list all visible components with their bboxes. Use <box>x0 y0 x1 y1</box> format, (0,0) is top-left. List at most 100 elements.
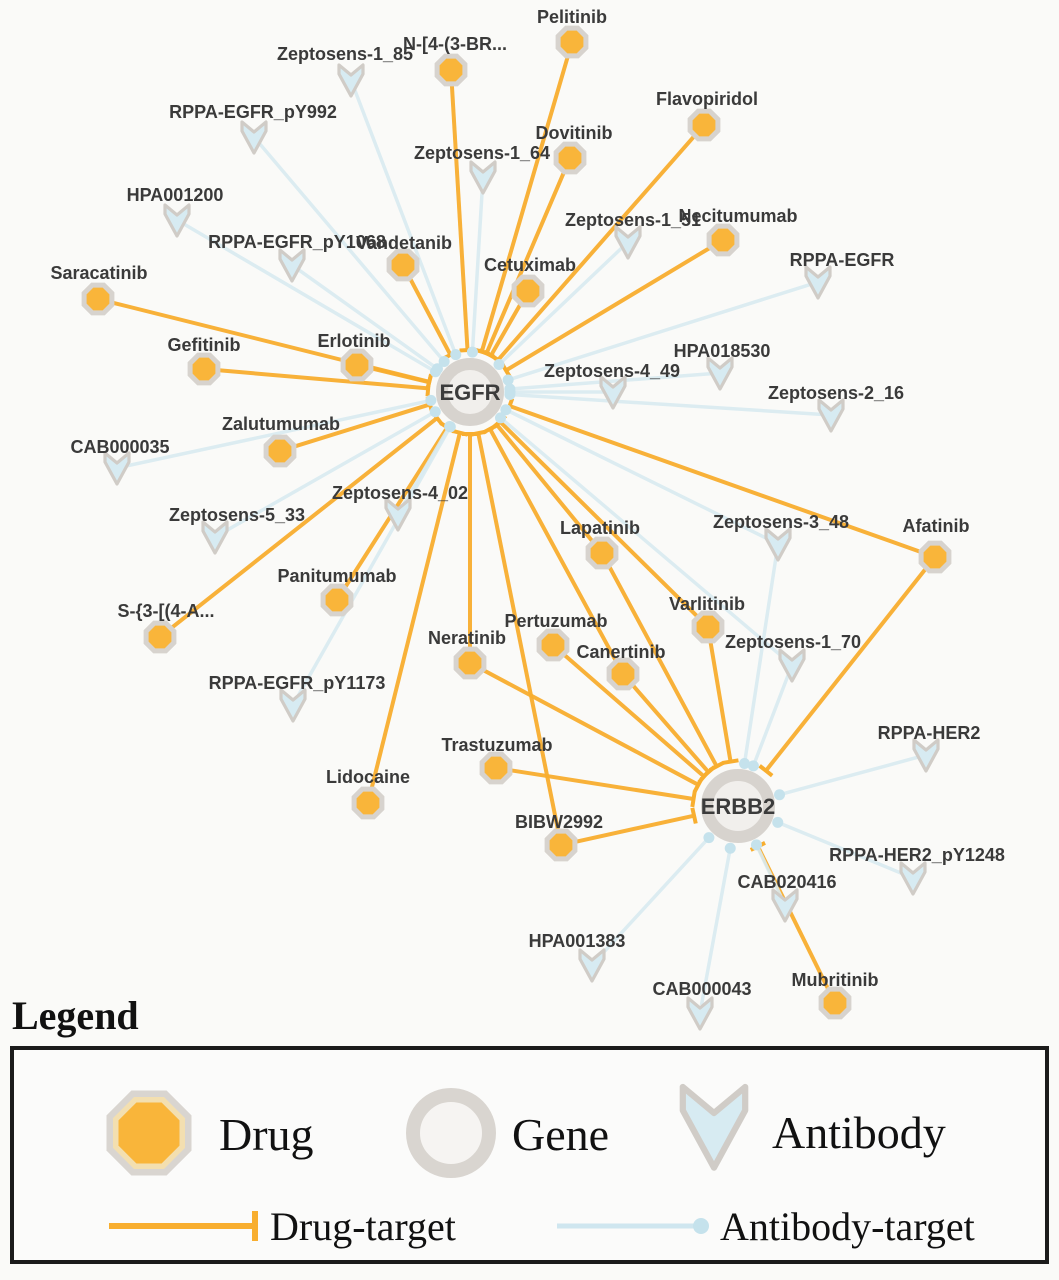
drug-target-edge <box>449 84 470 351</box>
drug-legend-icon <box>106 1090 192 1176</box>
antibody-node[interactable] <box>614 225 642 260</box>
antibody-target-edge-dot <box>504 389 516 401</box>
drug-node[interactable] <box>536 628 570 662</box>
antibody-node[interactable] <box>599 375 627 410</box>
drug-node[interactable] <box>187 352 221 386</box>
drug-target-edge <box>764 567 928 772</box>
antibody-target-edge <box>221 410 437 535</box>
drug-node[interactable] <box>263 434 297 468</box>
drug-target-legend-edge <box>109 1211 258 1241</box>
drug-node[interactable] <box>479 751 513 785</box>
gene-node-egfr[interactable] <box>436 358 504 426</box>
drug-node[interactable] <box>143 620 177 654</box>
drug-target-edge <box>504 246 712 373</box>
drug-node[interactable] <box>320 583 354 617</box>
antibody-node[interactable] <box>706 356 734 391</box>
antibody-node[interactable] <box>578 948 606 983</box>
antibody-target-edge <box>751 671 791 767</box>
drug-target-edge-tee <box>690 790 697 808</box>
antibody-target-edge <box>499 416 788 662</box>
antibody-node[interactable] <box>279 688 307 723</box>
antibody-target-edge <box>777 820 907 877</box>
drug-node[interactable] <box>81 282 115 316</box>
antibody-node[interactable] <box>240 120 268 155</box>
antibody-target-edge <box>352 86 458 356</box>
antibody-target-edge-dot <box>431 363 443 375</box>
drug-node[interactable] <box>706 223 740 257</box>
drug-node[interactable] <box>340 348 374 382</box>
drug-node[interactable] <box>818 986 852 1020</box>
antibody-target-edge-dot <box>750 839 762 851</box>
antibody-node[interactable] <box>804 265 832 300</box>
drug-node[interactable] <box>691 610 725 644</box>
antibody-label: Zeptosens-3_48 <box>713 512 849 532</box>
drug-target-edge <box>170 416 439 630</box>
legend-drug-label: Drug <box>219 1109 314 1160</box>
gene-node-erbb2[interactable] <box>701 769 775 843</box>
antibody-target-edge <box>742 551 779 764</box>
drug-label: Panitumumab <box>277 566 396 586</box>
drug-target-edge <box>218 368 429 391</box>
drug-node[interactable] <box>585 536 619 570</box>
antibody-target-edge-dot <box>495 412 507 424</box>
antibody-target-edge-dot <box>429 406 441 418</box>
antibody-node[interactable] <box>899 861 927 896</box>
drug-target-edge <box>484 171 566 355</box>
drug-node[interactable] <box>606 657 640 691</box>
antibody-node[interactable] <box>912 738 940 773</box>
antibody-target-edge-dot <box>500 404 512 416</box>
antibody-node[interactable] <box>764 527 792 562</box>
drug-target-edge-tee <box>697 769 711 784</box>
drug-node[interactable] <box>351 786 385 820</box>
antibody-node[interactable] <box>384 497 412 532</box>
antibody-target-edge <box>297 268 439 371</box>
drug-node[interactable] <box>544 828 578 862</box>
drug-target-edge <box>631 683 710 774</box>
antibody-node[interactable] <box>103 451 131 486</box>
antibody-target-edge-dot <box>493 358 505 370</box>
drug-node[interactable] <box>453 646 487 680</box>
legend-title: Legend <box>12 993 139 1038</box>
drug-target-edge-tee <box>470 429 487 437</box>
antibody-label: Zeptosens-1_70 <box>725 632 861 652</box>
antibody-target-edge-dot <box>738 757 750 769</box>
drug-label: Varlitinib <box>669 594 745 614</box>
antibody-node[interactable] <box>163 203 191 238</box>
drug-label: Trastuzumab <box>441 735 552 755</box>
antibody-node[interactable] <box>771 888 799 923</box>
antibody-node[interactable] <box>817 398 845 433</box>
antibody-target-edge-dot <box>774 789 786 801</box>
drug-label: Vandetanib <box>356 233 452 253</box>
antibody-target-edge-dot <box>724 842 736 854</box>
drug-target-edge-tee <box>722 758 739 765</box>
antibody-node[interactable] <box>337 63 365 98</box>
antibody-node[interactable] <box>778 648 806 683</box>
antibody-node[interactable] <box>201 520 229 555</box>
legend-gene-label: Gene <box>512 1109 609 1160</box>
antibody-node[interactable] <box>686 996 714 1031</box>
antibody-node[interactable] <box>278 248 306 283</box>
drug-node[interactable] <box>553 141 587 175</box>
drug-node[interactable] <box>386 248 420 282</box>
drug-node[interactable] <box>434 53 468 87</box>
legend-canvas: Drug Gene Antibody Drug-target Antibody-… <box>106 1083 975 1249</box>
drug-label: Necitumumab <box>678 206 797 226</box>
antibody-target-edge-dot <box>703 832 715 844</box>
drug-node[interactable] <box>555 25 589 59</box>
antibody-label: Zeptosens-5_33 <box>169 505 305 525</box>
drug-node[interactable] <box>687 108 721 142</box>
drug-label: BIBW2992 <box>515 812 603 832</box>
drug-target-edge-tee <box>482 349 499 362</box>
antibody-target-edge <box>596 836 711 961</box>
drug-target-edge-tee <box>758 764 774 778</box>
antibody-node[interactable] <box>469 160 497 195</box>
drug-node[interactable] <box>918 540 952 574</box>
drug-node[interactable] <box>511 274 545 308</box>
drug-target-edge <box>510 768 694 801</box>
drug-label: Lidocaine <box>326 767 410 787</box>
antibody-label: Zeptosens-4_02 <box>332 483 468 503</box>
antibody-target-edge <box>257 141 446 363</box>
